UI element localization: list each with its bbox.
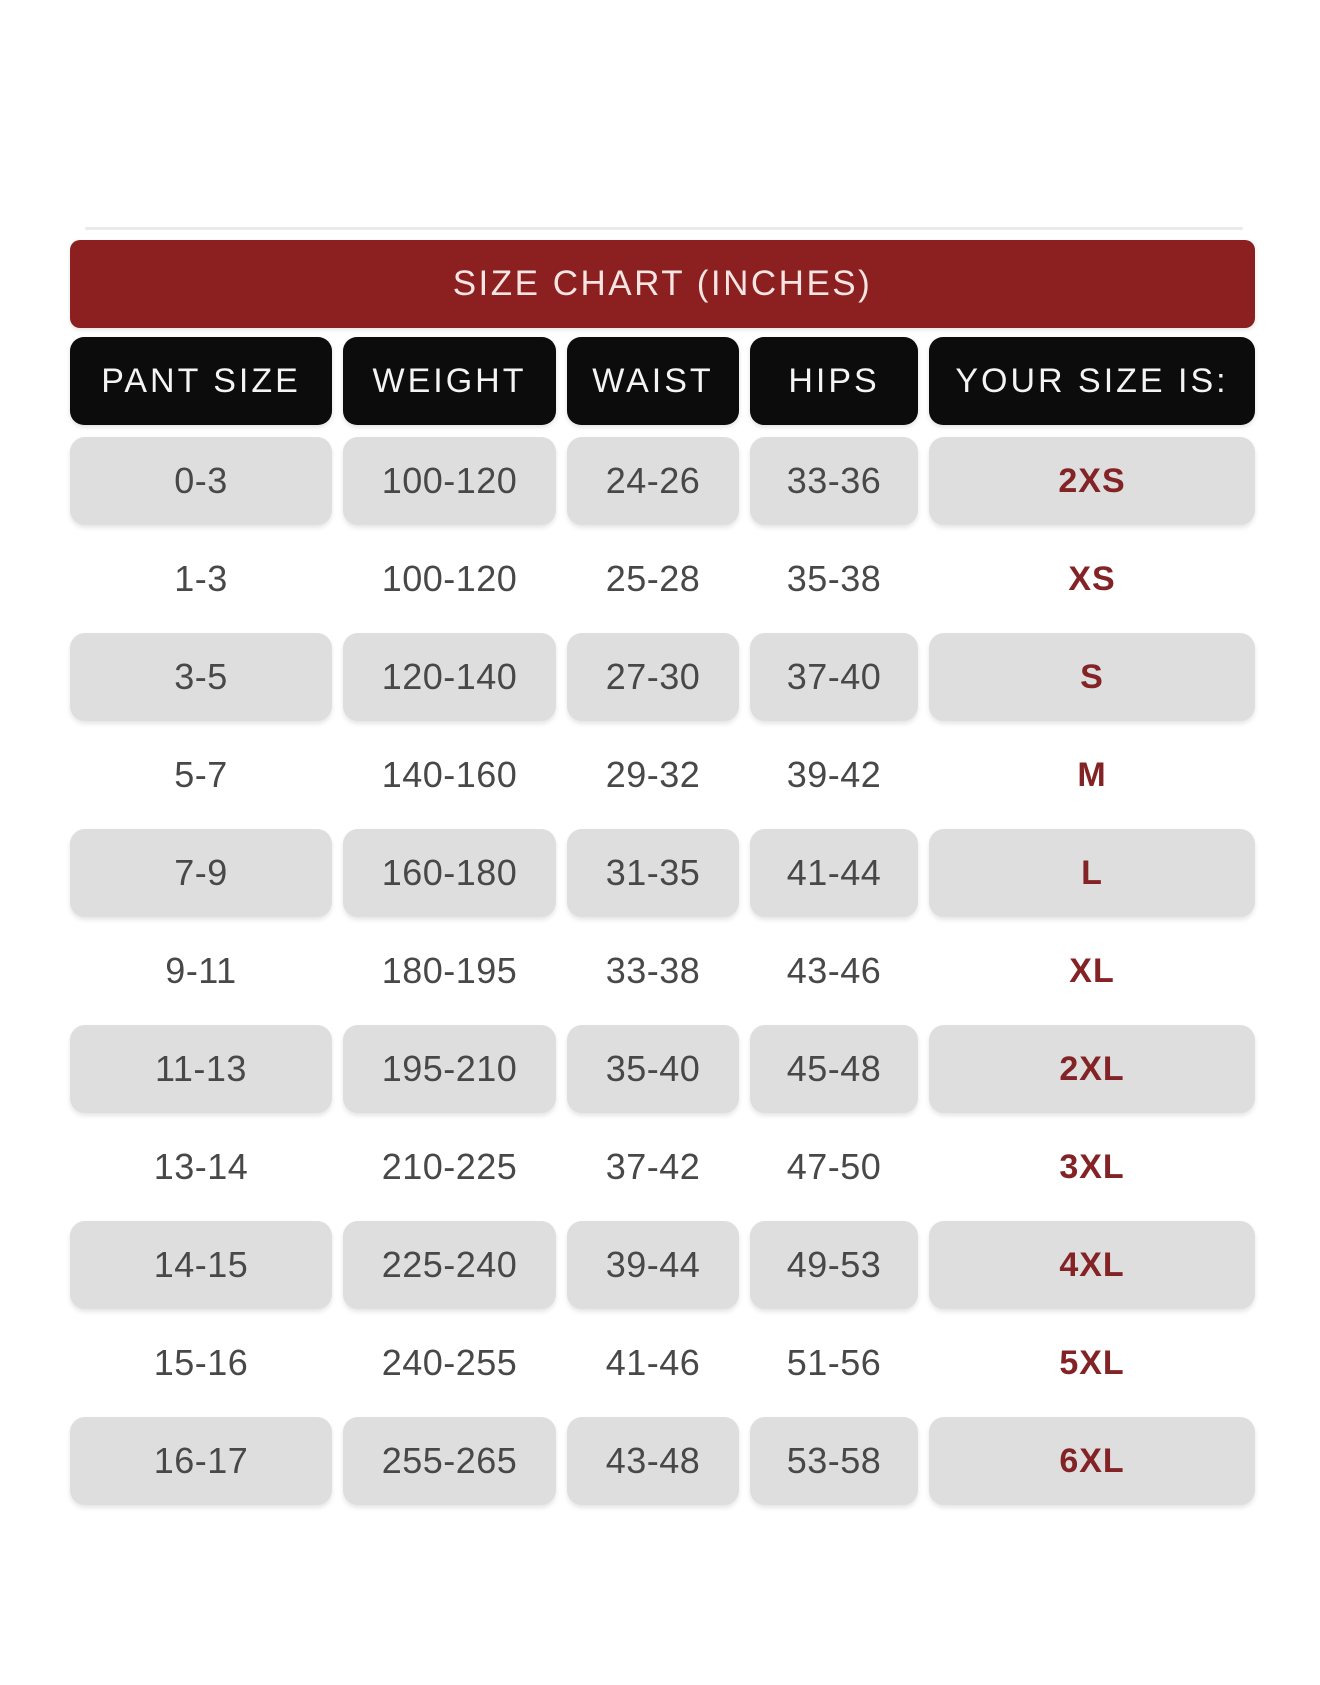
hips-cell: 37-40 (750, 633, 918, 721)
table-row: 7-9 160-180 31-35 41-44 L (70, 829, 1255, 917)
size-chart-table: SIZE CHART (INCHES) PANT SIZE WEIGHT WAI… (70, 240, 1255, 1515)
weight-cell: 195-210 (343, 1025, 556, 1113)
hips-cell: 43-46 (786, 950, 882, 991)
table-row: 3-5 120-140 27-30 37-40 S (70, 633, 1255, 721)
weight-cell: 210-225 (381, 1146, 518, 1187)
hips-cell: 47-50 (786, 1146, 882, 1187)
waist-cell: 43-48 (567, 1417, 739, 1505)
table-row: 11-13 195-210 35-40 45-48 2XL (70, 1025, 1255, 1113)
table-row: 13-14 210-225 37-42 47-50 3XL (70, 1123, 1255, 1211)
table-row: 14-15 225-240 39-44 49-53 4XL (70, 1221, 1255, 1309)
pant-size-cell: 15-16 (153, 1342, 249, 1383)
hips-cell: 33-36 (750, 437, 918, 525)
waist-cell: 33-38 (605, 950, 701, 991)
size-cell: L (929, 829, 1255, 917)
hips-cell: 45-48 (750, 1025, 918, 1113)
table-row: 15-16 240-255 41-46 51-56 5XL (70, 1319, 1255, 1407)
size-cell: XL (1069, 951, 1115, 990)
size-cell: 2XL (929, 1025, 1255, 1113)
pant-size-cell: 13-14 (153, 1146, 249, 1187)
hips-cell: 49-53 (750, 1221, 918, 1309)
hips-cell: 39-42 (786, 754, 882, 795)
waist-cell: 31-35 (567, 829, 739, 917)
waist-cell: 29-32 (605, 754, 701, 795)
waist-cell: 41-46 (605, 1342, 701, 1383)
pant-size-cell: 7-9 (70, 829, 332, 917)
size-cell: M (1077, 755, 1107, 794)
table-row: 5-7 140-160 29-32 39-42 M (70, 731, 1255, 819)
hips-cell: 53-58 (750, 1417, 918, 1505)
weight-cell: 225-240 (343, 1221, 556, 1309)
size-cell: XS (1068, 559, 1116, 598)
weight-cell: 160-180 (343, 829, 556, 917)
table-row: 16-17 255-265 43-48 53-58 6XL (70, 1417, 1255, 1505)
waist-cell: 35-40 (567, 1025, 739, 1113)
hips-cell: 41-44 (750, 829, 918, 917)
pant-size-cell: 14-15 (70, 1221, 332, 1309)
column-header-waist: WAIST (567, 337, 739, 425)
size-cell: 3XL (1059, 1147, 1125, 1186)
pant-size-cell: 3-5 (70, 633, 332, 721)
weight-cell: 180-195 (381, 950, 518, 991)
column-header-your-size: YOUR SIZE IS: (929, 337, 1255, 425)
hips-cell: 51-56 (786, 1342, 882, 1383)
weight-cell: 120-140 (343, 633, 556, 721)
size-cell: S (929, 633, 1255, 721)
size-cell: 6XL (929, 1417, 1255, 1505)
pant-size-cell: 11-13 (70, 1025, 332, 1113)
column-header-pant-size: PANT SIZE (70, 337, 332, 425)
waist-cell: 25-28 (605, 558, 701, 599)
weight-cell: 255-265 (343, 1417, 556, 1505)
size-cell: 2XS (929, 437, 1255, 525)
column-header-weight: WEIGHT (343, 337, 556, 425)
top-divider (85, 227, 1243, 230)
size-cell: 5XL (1059, 1343, 1125, 1382)
weight-cell: 240-255 (381, 1342, 518, 1383)
weight-cell: 100-120 (343, 437, 556, 525)
pant-size-cell: 5-7 (174, 754, 228, 795)
waist-cell: 27-30 (567, 633, 739, 721)
size-chart-title: SIZE CHART (INCHES) (452, 264, 873, 303)
column-header-row: PANT SIZE WEIGHT WAIST HIPS YOUR SIZE IS… (70, 337, 1255, 425)
waist-cell: 24-26 (567, 437, 739, 525)
table-body: 0-3 100-120 24-26 33-36 2XS 1-3 100-120 25-28 35… (70, 437, 1255, 1505)
pant-size-cell: 9-11 (165, 950, 237, 991)
waist-cell: 39-44 (567, 1221, 739, 1309)
size-cell: 4XL (929, 1221, 1255, 1309)
pant-size-cell: 0-3 (70, 437, 332, 525)
weight-cell: 100-120 (381, 558, 518, 599)
column-header-hips: HIPS (750, 337, 918, 425)
table-row: 9-11 180-195 33-38 43-46 XL (70, 927, 1255, 1015)
pant-size-cell: 16-17 (70, 1417, 332, 1505)
pant-size-cell: 1-3 (174, 558, 228, 599)
weight-cell: 140-160 (381, 754, 518, 795)
table-row: 0-3 100-120 24-26 33-36 2XS (70, 437, 1255, 525)
hips-cell: 35-38 (786, 558, 882, 599)
size-chart-title-bar: SIZE CHART (INCHES) (70, 240, 1255, 328)
waist-cell: 37-42 (605, 1146, 701, 1187)
table-row: 1-3 100-120 25-28 35-38 XS (70, 535, 1255, 623)
